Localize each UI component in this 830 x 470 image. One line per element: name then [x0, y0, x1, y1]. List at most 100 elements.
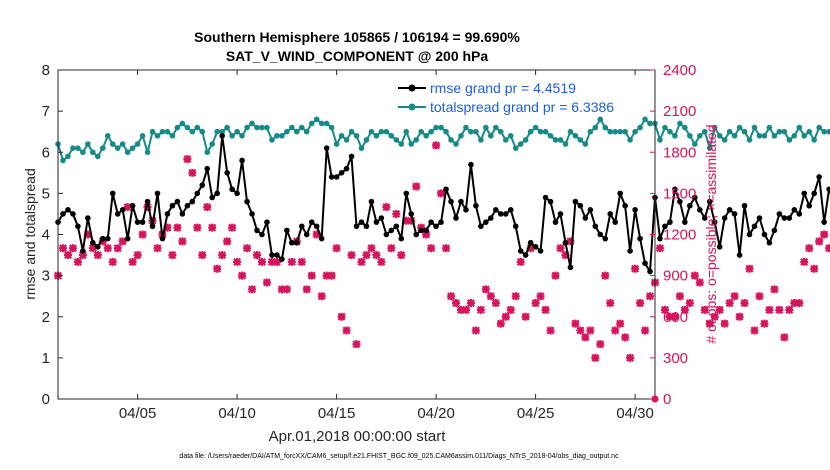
rmse-point [622, 202, 628, 209]
totalspread-point [562, 141, 569, 147]
totalspread-point [716, 133, 723, 139]
rmse-point [80, 248, 86, 254]
obs-assimilated-marker [277, 285, 286, 294]
totalspread-point [249, 120, 255, 127]
obs-assimilated-marker [715, 305, 724, 314]
obs-assimilated-marker [113, 244, 122, 253]
rmse-point [109, 190, 116, 197]
rmse-point [617, 190, 623, 197]
obs-assimilated-marker [596, 340, 605, 349]
obs-assimilated-marker [203, 203, 212, 212]
totalspread-point [711, 124, 718, 131]
obs-assimilated-marker [213, 264, 222, 273]
chart-title-line2: SAT_V_WIND_COMPONENT @ 200 hPa [226, 48, 489, 64]
obs-assimilated-marker [745, 264, 754, 273]
totalspread-point [169, 133, 176, 139]
obs-assimilated-marker [387, 244, 396, 253]
obs-assimilated-marker [680, 305, 689, 314]
x-axis-label: Apr.01,2018 00:00:00 start [269, 428, 447, 445]
obs-assimilated-marker [412, 182, 421, 191]
totalspread-point [433, 124, 439, 131]
rmse-point [373, 219, 380, 225]
rmse-point [597, 231, 604, 238]
obs-assimilated-marker [820, 230, 829, 239]
obs-assimilated-marker [377, 257, 386, 266]
obs-assimilated-marker [168, 251, 177, 260]
rmse-point [537, 248, 544, 254]
obs-assimilated-marker [233, 257, 242, 266]
rmse-point [219, 133, 225, 139]
x-tick-label: 04/10 [218, 405, 256, 422]
rmse-point [711, 219, 718, 225]
obs-assimilated-marker [352, 340, 361, 349]
rmse-point [756, 215, 763, 221]
rmse-point [463, 207, 469, 213]
totalspread-point [776, 128, 783, 135]
obs-assimilated-marker [506, 305, 515, 314]
rmse-point [791, 207, 798, 213]
totalspread-point [338, 133, 345, 139]
obs-assimilated-marker [68, 244, 77, 253]
y-left-tick-label: 7 [42, 103, 50, 120]
totalspread-point [353, 133, 360, 139]
rmse-point [647, 268, 653, 275]
totalspread-point [154, 133, 161, 139]
totalspread-point [612, 128, 618, 135]
obs-assimilated-marker [357, 257, 366, 266]
totalspread-point [448, 137, 454, 143]
rmse-point [398, 235, 405, 242]
rmse-point [184, 202, 191, 209]
rmse-point [343, 165, 350, 172]
obs-assimilated-marker [178, 237, 187, 246]
totalspread-point [617, 128, 623, 135]
totalspread-point [771, 133, 778, 139]
legend-rmse-text: rmse grand pr = 4.4519 [430, 80, 576, 96]
obs-assimilated-marker [88, 244, 97, 253]
totalspread-point [741, 128, 748, 135]
obs-assimilated-marker [153, 244, 162, 253]
totalspread-point [632, 128, 638, 135]
rmse-point [234, 190, 240, 197]
rmse-point [786, 215, 793, 221]
totalspread-point [298, 124, 305, 131]
obs-assimilated-marker [238, 271, 247, 280]
totalspread-point [274, 133, 280, 139]
y-left-tick-label: 8 [42, 62, 50, 79]
rmse-point [577, 202, 584, 209]
totalspread-point [582, 141, 589, 147]
rmse-point [821, 219, 827, 225]
obs-assimilated-marker [571, 319, 580, 328]
rmse-point [328, 174, 335, 180]
rmse-point [214, 190, 220, 197]
rmse-point [368, 198, 375, 205]
totalspread-point [682, 124, 688, 131]
obs-assimilated-marker [526, 244, 535, 253]
rmse-point [139, 219, 146, 225]
obs-assimilated-marker [611, 326, 620, 335]
obs-assimilated-marker [760, 319, 769, 328]
y-left-tick-label: 4 [42, 227, 50, 244]
totalspread-point [687, 133, 693, 139]
rmse-point [60, 211, 66, 217]
totalspread-point [308, 120, 315, 127]
rmse-point [677, 198, 683, 205]
obs-assimilated-marker [551, 271, 560, 280]
rmse-point [274, 252, 280, 258]
rmse-point [502, 211, 509, 217]
rmse-point [144, 198, 151, 205]
rmse-point [174, 198, 181, 205]
totalspread-point [428, 128, 434, 135]
rmse-point [114, 211, 121, 217]
totalspread-point [816, 124, 822, 131]
x-tick-label: 04/20 [417, 405, 455, 422]
obs-assimilated-marker [272, 257, 281, 266]
totalspread-point [791, 133, 798, 139]
rmse-point [269, 252, 275, 258]
obs-assimilated-marker [193, 223, 202, 232]
totalspread-point [627, 137, 633, 143]
rmse-point [478, 223, 484, 230]
rmse-point [75, 223, 81, 230]
rmse-point [85, 215, 91, 221]
